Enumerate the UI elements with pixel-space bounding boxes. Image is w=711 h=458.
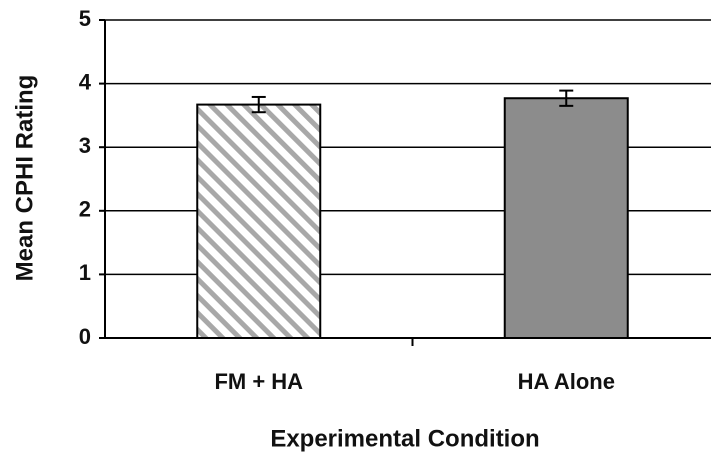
error-bar [559, 89, 574, 107]
y-tick-label: 0 [79, 324, 91, 349]
y-tick-label: 3 [79, 133, 91, 158]
bar [196, 103, 322, 339]
x-tick-label: HA Alone [518, 369, 615, 394]
y-axis-title: Mean CPHI Rating [11, 75, 38, 282]
y-tick-label: 5 [79, 6, 91, 31]
y-tick-label: 1 [79, 260, 91, 285]
y-tick-label: 2 [79, 197, 91, 222]
bar [503, 97, 629, 339]
y-tick-label: 4 [79, 69, 92, 94]
x-tick-label: FM + HA [214, 369, 303, 394]
error-bar [251, 95, 266, 114]
x-axis-title: Experimental Condition [270, 425, 539, 452]
